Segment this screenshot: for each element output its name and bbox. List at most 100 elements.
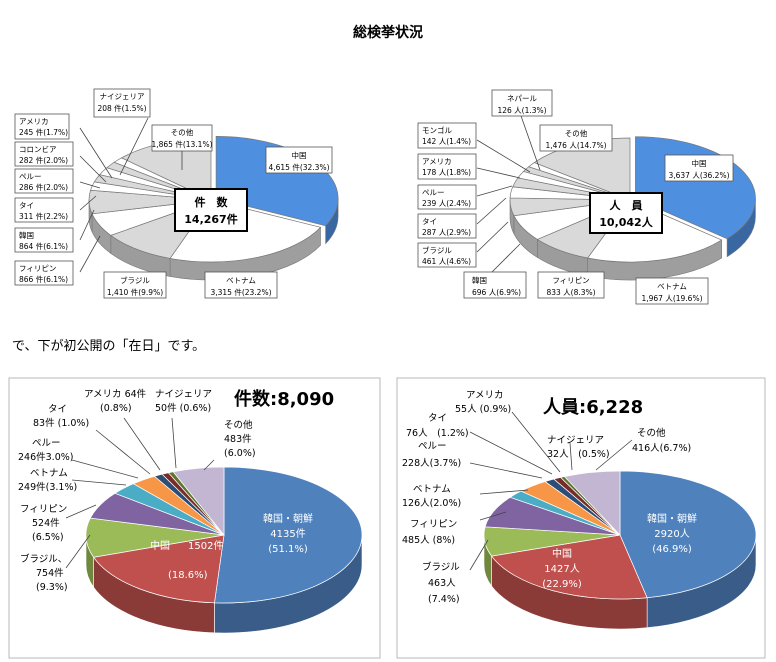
slice-pct: (46.9%) (652, 544, 692, 555)
label-box (93, 88, 151, 118)
slice-label: 208 件(1.5%) (97, 103, 146, 113)
slice-name: ペルー (32, 438, 61, 449)
slice-label: 239 人(2.4%) (422, 199, 471, 208)
center-label-box (174, 188, 248, 232)
pie-slice (85, 517, 225, 558)
slice-label: 228人(3.7%) (402, 458, 461, 469)
slice-name: アメリカ (19, 117, 49, 126)
slice-name: ベトナム (30, 468, 68, 479)
pie-slice (563, 470, 621, 536)
slice-label: 246件3.0%) (18, 451, 73, 463)
slice-name: 韓国・朝鮮 (647, 512, 697, 525)
chart-title-value: :8,090 (270, 389, 334, 410)
slice-label: 524件 (32, 517, 60, 529)
label-box (417, 184, 477, 210)
slice-label: 866 件(6.1%) (19, 274, 68, 284)
slice-name-part: アメリカ (84, 389, 122, 400)
slice-label: 485人 (8%) (402, 535, 455, 546)
slice-name: ブラジル (422, 245, 452, 255)
chart-title-label: 人員 (543, 397, 579, 418)
slice-label: 1,967 人(19.6%) (641, 294, 702, 303)
slice-name: ペルー (418, 441, 447, 452)
slice-label: 1,865 件(13.1%) (151, 139, 212, 149)
slice-name: その他 (171, 127, 194, 137)
pie-chart-cases-zainichi (85, 466, 363, 634)
slice-name: タイ (48, 404, 67, 415)
slice-pct: (18.6%) (168, 570, 208, 581)
slice-name: アメリカ 64件 (84, 388, 147, 400)
slice-label: 416人(6.7%) (632, 443, 691, 454)
slice-pct: (6.5%) (32, 532, 64, 543)
slice-name: ナイジェリア (100, 92, 145, 101)
slice-label: 3,637 人(36.2%) (668, 171, 729, 180)
slice-name: 中国 (552, 547, 572, 560)
slice-label: 32人 (0.5%) (547, 449, 610, 460)
chart-title-value: :6,228 (579, 397, 643, 418)
slice-label: 461 人(4.6%) (422, 257, 471, 266)
label-box (103, 271, 167, 299)
label-box (14, 141, 74, 167)
slice-label: 864 件(6.1%) (19, 241, 68, 251)
slice-label: 4135件 (270, 528, 305, 540)
center-label-box (589, 192, 663, 234)
label-box (463, 271, 527, 299)
label-box (635, 277, 709, 305)
label-box (14, 168, 74, 194)
label-box (265, 146, 333, 174)
slice-pct: (7.4%) (428, 594, 460, 605)
slice-label: 249件(3.1%) (18, 481, 77, 493)
slice-label: 83件 (1.0%) (33, 417, 89, 429)
slice-name: 韓国 (19, 230, 34, 240)
slice-name: その他 (637, 427, 666, 439)
slice-label: 754件 (36, 567, 64, 579)
center-label-value: 14,267件 (184, 212, 237, 226)
slice-label-part: 64件 (125, 388, 147, 400)
slice-name: フィリピン (552, 276, 589, 285)
slice-name: コロンビア (19, 145, 57, 154)
slice-name: 韓国・朝鮮 (263, 512, 313, 525)
label-box (151, 124, 213, 152)
label-box (537, 271, 605, 299)
labels-persons-zainichi: 人員:6,228 アメリカ 55人 (0.9%) タイ 76人 (1.2%) ペ… (402, 390, 697, 605)
labels-cases-total: ナイジェリア 208 件(1.5%) アメリカ 245 件(1.7%) コロンビ… (14, 88, 333, 299)
slice-label: 4,615 件(32.3%) (268, 162, 329, 172)
slice-name: ブラジル (120, 275, 150, 285)
slice-pct: (9.3%) (36, 582, 68, 593)
slice-name: ナイジェリア (155, 389, 212, 400)
slice-name: その他 (565, 128, 588, 138)
slice-pct: (22.9%) (542, 579, 582, 590)
slice-label: 3,315 件(23.2%) (210, 287, 271, 297)
slice-name: アメリカ (466, 390, 504, 401)
slice-name: ペルー (19, 172, 42, 181)
labels-persons-total: ネパール 126 人(1.3%) モンゴル 142 人(1.4%) アメリカ 1… (417, 89, 734, 305)
slice-label: 1,476 人(14.7%) (545, 141, 606, 150)
slice-name: タイ (422, 217, 437, 226)
pie-chart-persons-zainichi (483, 470, 757, 630)
label-box (14, 197, 74, 223)
labels-cases-zainichi: 件数:8,090 アメリカ 64件 (0.8%) ナイジェリア 50件 (0.6… (18, 388, 334, 593)
label-box (417, 242, 477, 268)
slice-label: 282 件(2.0%) (19, 155, 68, 165)
page-title: 総検挙状況 (353, 25, 423, 41)
slice-name: ペルー (422, 188, 445, 197)
slice-name: タイ (428, 413, 447, 424)
slice-label: 1,410 件(9.9%) (107, 287, 163, 297)
label-box (417, 122, 477, 149)
label-box (417, 213, 477, 239)
slice-label: 287 人(2.9%) (422, 228, 471, 237)
chart-title: 件数:8,090 (234, 388, 334, 410)
slice-name: ベトナム (413, 484, 451, 495)
slice-pct: (51.1%) (268, 544, 308, 555)
slice-label: 1502件 (188, 540, 223, 552)
slice-label: 1427人 (544, 563, 579, 575)
label-box (664, 154, 734, 182)
slice-name: モンゴル (422, 125, 452, 135)
slice-label: 126 人(1.3%) (497, 106, 546, 115)
slice-label: 311 件(2.2%) (19, 211, 68, 221)
label-box (539, 124, 613, 152)
slice-label: 483件 (224, 433, 252, 445)
slice-label: 50件 (0.6%) (155, 402, 211, 414)
slice-label: 245 件(1.7%) (19, 127, 68, 137)
label-box (14, 227, 74, 253)
